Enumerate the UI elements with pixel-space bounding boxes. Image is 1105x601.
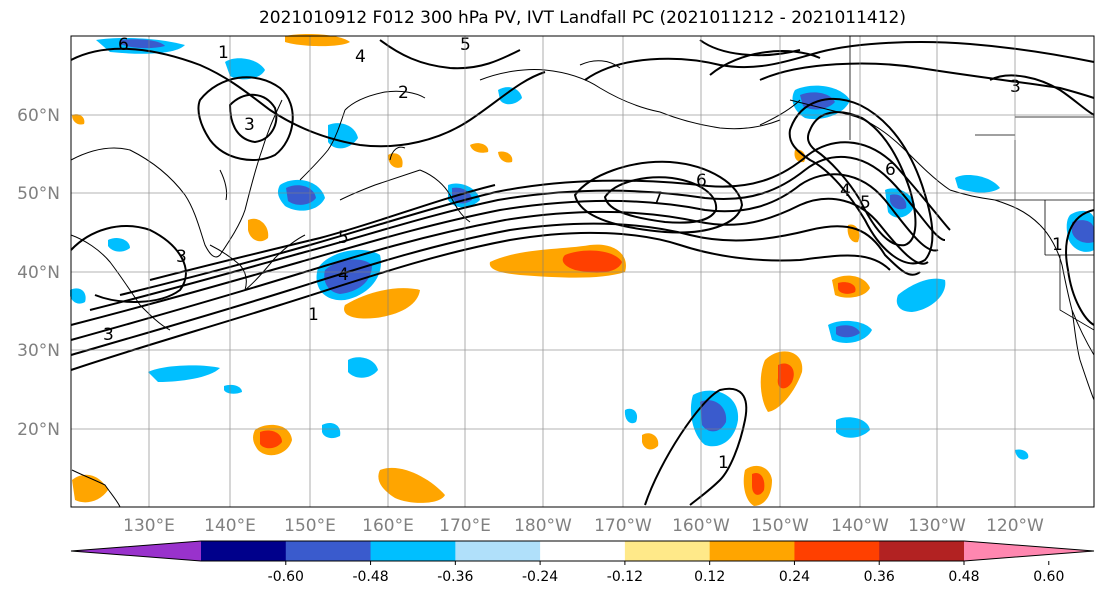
map-panel: 6 5 1 4 7 6 5 4 1 3 3 1 1 6 5 4 3 3 2: [70, 34, 1095, 508]
contour-label: 3: [176, 247, 187, 267]
contour-label: 5: [860, 193, 871, 213]
contour-label: 6: [885, 160, 896, 180]
colorbar-bin: [794, 541, 880, 561]
pv-contours: [70, 39, 1095, 506]
lat-label: 30°N: [17, 341, 60, 361]
lon-label: 180°W: [514, 516, 572, 536]
colorbar-tick-label: -0.24: [522, 569, 558, 585]
colorbar-tick-label: -0.36: [437, 569, 473, 585]
lon-label: 140°E: [204, 516, 256, 536]
lon-label: 130°W: [908, 516, 966, 536]
colorbar-bin: [540, 541, 626, 561]
colorbar-tick-label: 0.24: [779, 569, 810, 585]
contour-label: 3: [1010, 77, 1021, 97]
lon-label: 170°E: [439, 516, 491, 536]
colorbar-tick-label: 0.60: [1033, 569, 1064, 585]
map-frame: [70, 35, 1095, 508]
lat-label: 40°N: [17, 263, 60, 283]
lon-labels: 130°E 140°E 150°E 160°E 170°E 180°W 170°…: [123, 516, 1044, 536]
lon-label: 120°W: [986, 516, 1044, 536]
colorbar: -0.60 -0.48 -0.36 -0.24 -0.12 0.12 0.24 0.36 0.4…: [70, 540, 1095, 585]
contour-labels: 6 5 1 4 7 6 5 4 1 3 3 1 1 6 5 4 3 3 2: [103, 35, 1063, 473]
colorbar-tick-label: 0.12: [694, 569, 725, 585]
contour-label: 1: [218, 43, 229, 63]
contour-label: 4: [355, 47, 366, 67]
colorbar-bin: [201, 541, 287, 561]
colorbar-extend-low: [71, 541, 201, 561]
colorbar-bin: [624, 541, 711, 561]
lon-label: 130°E: [123, 516, 175, 536]
contour-label: 4: [338, 265, 349, 285]
colorbar-tick-label: -0.12: [607, 569, 643, 585]
colorbar-tick-label: -0.60: [268, 569, 304, 585]
lon-label: 160°W: [672, 516, 730, 536]
colorbar-bin: [879, 541, 965, 561]
colorbar-tick-label: -0.48: [352, 569, 388, 585]
lat-label: 60°N: [17, 106, 60, 126]
contour-label: 1: [1052, 235, 1063, 255]
contour-label: 3: [103, 325, 114, 345]
colorbar-extend-high: [964, 541, 1094, 561]
colorbar-bin: [285, 541, 372, 561]
colorbar-bin: [709, 541, 795, 561]
colorbar-bin: [455, 541, 541, 561]
lon-label: 160°E: [362, 516, 414, 536]
gridlines: [71, 36, 1094, 507]
colorbar-outline: [70, 540, 1095, 562]
contour-label: 1: [718, 453, 729, 473]
figure-title: 2021010912 F012 300 hPa PV, IVT Landfall…: [258, 8, 906, 28]
contour-label: 7: [652, 189, 663, 209]
contour-label: 3: [244, 115, 255, 135]
contour-label: 5: [338, 228, 349, 248]
shaded-anomalies: [70, 34, 1094, 506]
colorbar-tick-label: 0.36: [864, 569, 895, 585]
lon-label: 140°W: [831, 516, 889, 536]
colorbar-tick-label: 0.48: [948, 569, 979, 585]
lat-labels: 60°N 50°N 40°N 30°N 20°N: [17, 106, 60, 440]
lat-label: 20°N: [17, 420, 60, 440]
lon-label: 170°W: [594, 516, 652, 536]
colorbar-bin: [370, 541, 456, 561]
contour-label: 2: [398, 83, 409, 103]
lat-label: 50°N: [17, 184, 60, 204]
contour-label: 6: [118, 35, 129, 55]
contour-label: 4: [840, 181, 851, 201]
lon-label: 150°W: [751, 516, 809, 536]
contour-label: 1: [308, 305, 319, 325]
contour-label: 5: [460, 35, 471, 55]
contour-label: 6: [696, 171, 707, 191]
lon-label: 150°E: [284, 516, 336, 536]
